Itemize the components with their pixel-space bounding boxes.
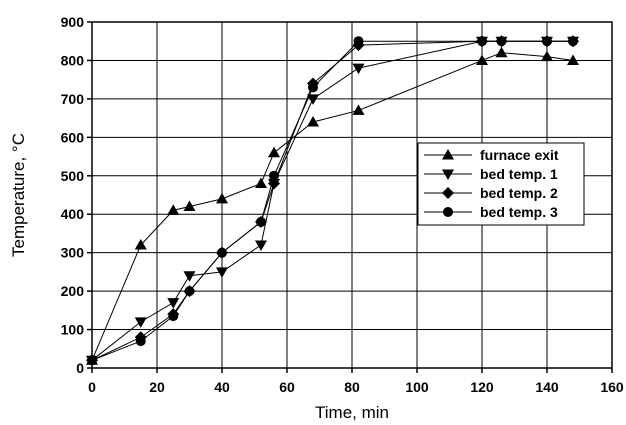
y-tick-label: 600 <box>61 129 85 145</box>
data-point <box>568 36 578 47</box>
data-point <box>216 267 228 278</box>
data-point <box>269 170 279 181</box>
y-tick-label: 200 <box>61 283 85 299</box>
y-tick-label: 500 <box>61 168 85 184</box>
x-tick-label: 140 <box>535 379 559 395</box>
legend-marker <box>442 187 454 199</box>
y-tick-label: 700 <box>61 91 85 107</box>
data-point <box>167 298 180 309</box>
data-point <box>168 311 179 322</box>
y-tick-label: 100 <box>61 322 85 338</box>
data-point <box>307 94 319 105</box>
x-axis-title: Time, min <box>315 403 389 422</box>
data-point <box>476 54 488 65</box>
data-point <box>217 247 227 258</box>
data-point <box>183 271 196 282</box>
data-point <box>134 317 147 328</box>
series-4 <box>87 36 578 366</box>
y-tick-label: 900 <box>61 14 85 30</box>
data-point <box>184 286 195 297</box>
axis-ticks <box>87 21 613 373</box>
legend-label: bed temp. 2 <box>480 185 558 201</box>
data-point <box>255 177 267 188</box>
legend-label: bed temp. 1 <box>480 166 558 182</box>
x-tick-label: 100 <box>405 379 429 395</box>
data-point <box>496 36 507 47</box>
x-tick-labels: 0 20 40 60 80 100 120 140 160 <box>88 379 624 395</box>
data-point <box>542 36 552 47</box>
data-point <box>135 336 146 347</box>
data-point <box>268 146 280 158</box>
data-point <box>255 240 267 251</box>
y-axis-title: Temperature, °C <box>9 133 28 257</box>
data-point <box>87 355 97 366</box>
x-tick-label: 40 <box>214 379 230 395</box>
data-point <box>353 36 364 47</box>
data-point <box>216 192 228 204</box>
legend-entry: bed temp. 2 <box>424 185 558 201</box>
y-tick-label: 0 <box>76 360 84 376</box>
data-point <box>134 238 147 250</box>
legend-label: bed temp. 3 <box>480 204 558 220</box>
y-tick-label: 800 <box>61 52 85 68</box>
y-tick-labels: 0 100 200 300 400 500 600 700 800 900 <box>61 14 85 376</box>
data-point <box>352 63 365 75</box>
data-point <box>256 216 266 227</box>
data-point <box>167 204 180 215</box>
data-point <box>477 36 487 47</box>
series-1 <box>86 46 579 365</box>
x-tick-label: 160 <box>600 379 624 395</box>
legend-entry: bed temp. 1 <box>424 166 558 182</box>
legend-label: furnace exit <box>480 147 559 163</box>
legend-entry: bed temp. 3 <box>424 204 558 220</box>
legend-marker <box>442 149 454 160</box>
data-point <box>183 200 196 212</box>
data-point <box>495 46 508 58</box>
data-point <box>308 82 318 93</box>
data-point <box>307 115 319 127</box>
data-point <box>567 54 579 65</box>
data-point <box>541 50 553 62</box>
x-tick-label: 0 <box>88 379 96 395</box>
y-tick-label: 300 <box>61 245 85 261</box>
data-point <box>352 104 365 115</box>
legend: furnace exit bed temp. 1 bed temp. 2 bed te… <box>417 142 585 226</box>
x-tick-label: 80 <box>344 379 360 395</box>
x-tick-label: 20 <box>149 379 165 395</box>
legend-marker <box>442 169 454 180</box>
x-tick-label: 120 <box>470 379 494 395</box>
legend-marker <box>443 207 453 217</box>
series-layer <box>86 35 579 367</box>
y-tick-label: 400 <box>61 206 85 222</box>
legend-entry: furnace exit <box>424 147 559 163</box>
x-tick-label: 60 <box>279 379 295 395</box>
